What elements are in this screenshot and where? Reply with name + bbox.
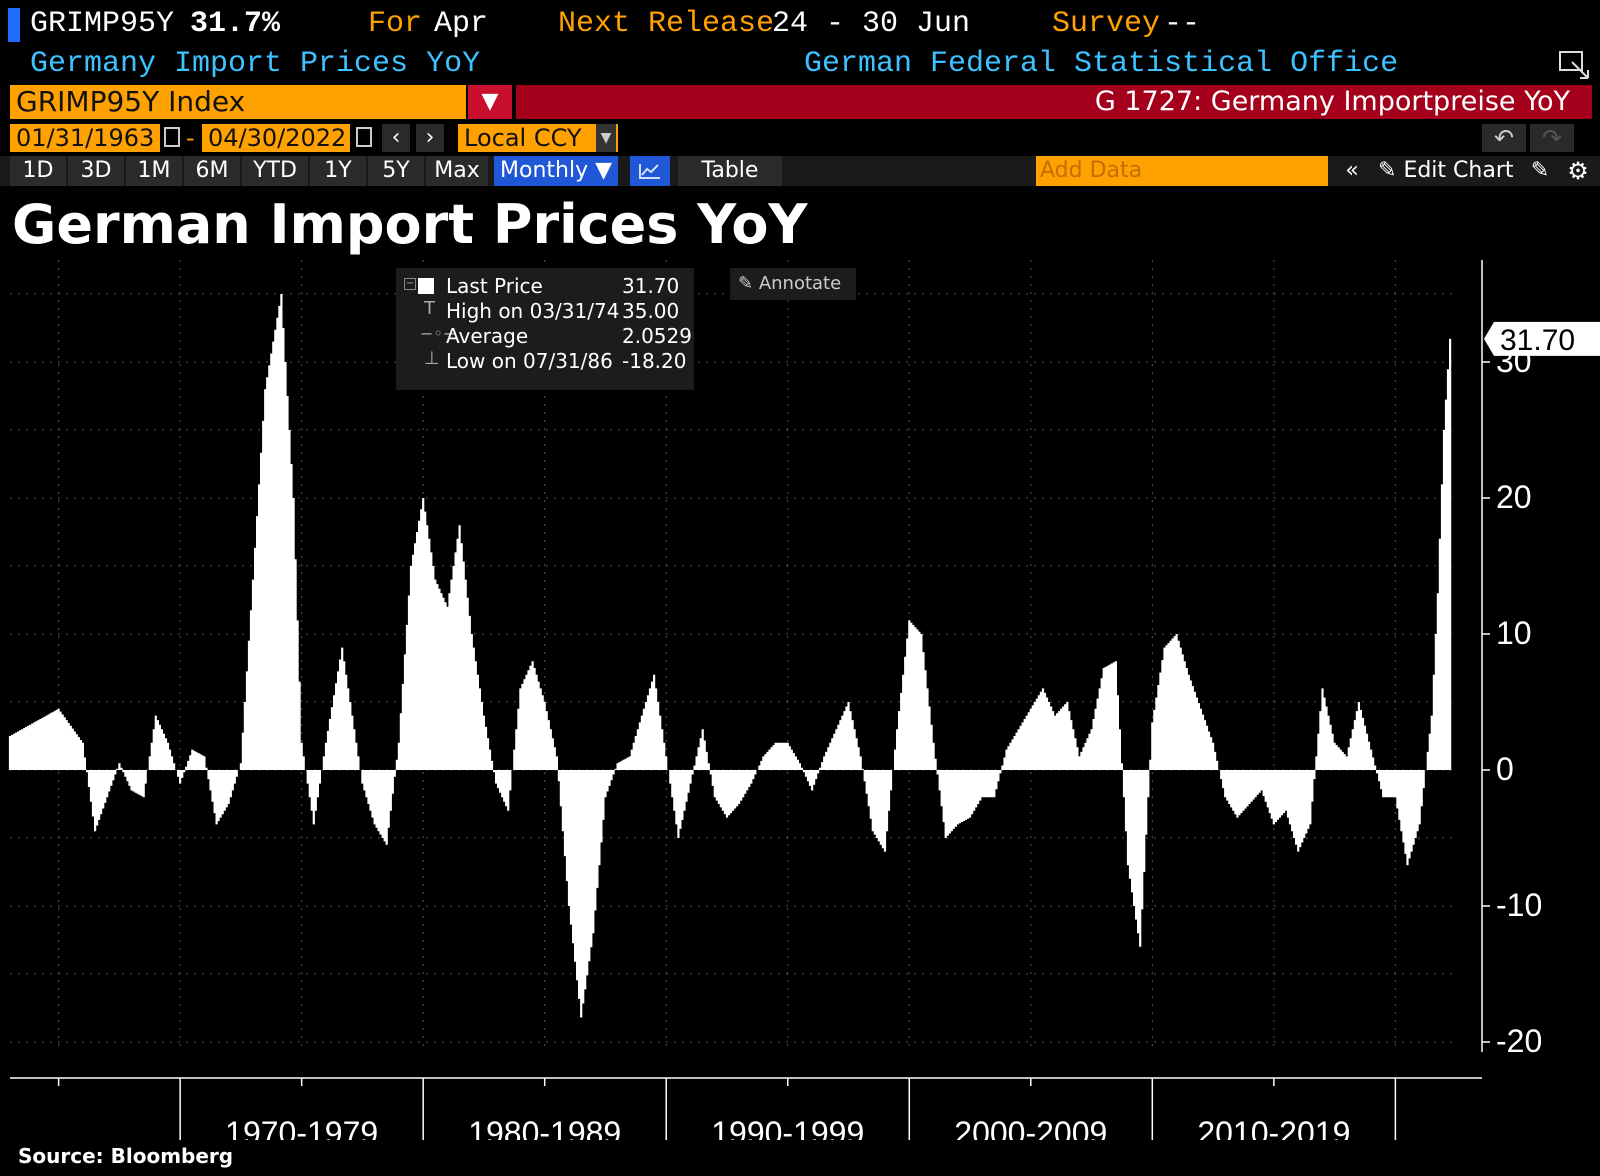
table-button[interactable]: Table — [678, 156, 782, 186]
security-input[interactable]: GRIMP95Y Index — [10, 85, 466, 119]
security-description[interactable]: Germany Import Prices YoY — [30, 47, 481, 81]
legend[interactable]: − Last Price 31.70 T High on 03/31/74 35… — [396, 268, 694, 390]
y-tick-label: -10 — [1496, 887, 1542, 923]
range-1m[interactable]: 1M — [126, 156, 182, 186]
high-marker-icon: T — [424, 298, 435, 319]
end-date-field[interactable]: 04/30/2022 — [202, 124, 350, 152]
previous-period-button[interactable]: ‹ — [382, 124, 410, 152]
calendar-icon[interactable] — [356, 127, 372, 147]
annotate-label: Annotate — [758, 273, 842, 294]
range-1d[interactable]: 1D — [10, 156, 66, 186]
range-ytd[interactable]: YTD — [242, 156, 308, 186]
start-date-field[interactable]: 01/31/1963 — [10, 124, 160, 152]
range-3d[interactable]: 3D — [68, 156, 124, 186]
range-max[interactable]: Max — [426, 156, 488, 186]
redo-icon: ↷ — [1541, 124, 1563, 152]
y-tick-label: 0 — [1496, 751, 1514, 787]
expand-window-icon[interactable] — [1558, 50, 1592, 80]
series-area-bars — [8, 294, 1452, 1018]
x-tick-label: 2010-2019 — [1197, 1115, 1350, 1140]
filter-menu-icon: ▼ — [481, 89, 499, 114]
range-1y[interactable]: 1Y — [310, 156, 366, 186]
pencil-icon: ✎ — [738, 273, 754, 294]
collapse-legend-icon[interactable]: − — [404, 278, 416, 290]
next-release-value: 24 - 30 Jun — [772, 7, 971, 41]
legend-value-low: -18.20 — [622, 349, 687, 373]
x-axis: 1970-1979 1980-1989 1990-1999 2000-2009 2010… — [10, 1077, 1482, 1140]
periodicity-select[interactable]: Monthly ▼ — [494, 156, 618, 186]
range-6m[interactable]: 6M — [184, 156, 240, 186]
security-bar: GRIMP95Y Index ▼ G 1727: Germany Importp… — [0, 85, 1600, 121]
x-tick-label: 1990-1999 — [711, 1115, 864, 1140]
legend-value-last: 31.70 — [622, 274, 680, 298]
redo-button[interactable]: ↷ — [1530, 124, 1574, 152]
last-price-tag-label: 31.70 — [1500, 324, 1575, 357]
last-price-tag: 31.70 — [1484, 321, 1600, 357]
chevron-right-icon: › — [425, 125, 435, 150]
grid-lines — [10, 260, 1452, 1048]
header-subrow: Germany Import Prices YoY German Federal… — [0, 46, 1600, 82]
edit-chart-button[interactable]: ✎ Edit Chart — [1378, 156, 1528, 186]
security-color-marker — [8, 8, 20, 42]
legend-label-high: High on 03/31/74 — [446, 299, 620, 323]
line-chart-icon — [639, 164, 660, 179]
legend-value-average: 2.0529 — [622, 324, 692, 348]
edit-series-icon[interactable]: ✎ — [1530, 158, 1550, 183]
next-period-button[interactable]: › — [416, 124, 444, 152]
security-menu-button[interactable]: ▼ — [468, 85, 512, 119]
series-swatch — [418, 278, 434, 294]
x-tick-label: 1980-1989 — [468, 1115, 621, 1140]
line-chart-button[interactable] — [630, 156, 670, 186]
source-note: Source: Bloomberg — [18, 1144, 234, 1168]
last-value: 31.7% — [190, 7, 281, 41]
legend-label-average: Average — [446, 324, 529, 348]
source-organization[interactable]: German Federal Statistical Office — [804, 47, 1399, 81]
annotate-button[interactable]: ✎ Annotate — [730, 268, 856, 300]
chart-toolbar: 1D 3D 1M 6M YTD 1Y 5Y Max Monthly ▼ Tabl… — [0, 156, 1600, 186]
low-marker-icon: ⊥ — [424, 348, 440, 369]
survey-label: Survey — [1052, 7, 1161, 41]
add-data-input[interactable]: Add Data — [1036, 156, 1328, 186]
gear-icon[interactable]: ⚙ — [1567, 157, 1589, 185]
series-area — [8, 294, 1452, 1018]
legend-label-last: Last Price — [446, 274, 543, 298]
for-label: For — [368, 7, 423, 41]
for-value: Apr — [434, 7, 489, 41]
ticker-symbol[interactable]: GRIMP95Y — [30, 7, 175, 41]
chevron-left-icon: ‹ — [391, 125, 401, 150]
range-5y[interactable]: 5Y — [368, 156, 424, 186]
y-tick-label: 10 — [1496, 615, 1532, 651]
x-tick-label: 1970-1979 — [225, 1115, 378, 1140]
currency-select[interactable]: Local CCY — [458, 124, 618, 152]
y-tick-label: -20 — [1496, 1023, 1542, 1059]
chart-name-bar: G 1727: Germany Importpreise YoY — [516, 85, 1592, 119]
undo-icon: ↶ — [1493, 124, 1515, 152]
legend-value-high: 35.00 — [622, 299, 680, 323]
chart-title: German Import Prices YoY — [12, 193, 808, 256]
edit-chart-label: Edit Chart — [1403, 158, 1514, 183]
survey-value: -- — [1164, 7, 1201, 41]
pencil-icon: ✎ — [1378, 158, 1397, 183]
chevron-down-icon[interactable]: ▼ — [596, 124, 616, 152]
date-range-bar: 01/31/1963 - 04/30/2022 ‹ › Local CCY ▼ … — [0, 124, 1600, 154]
collapse-icon[interactable]: « — [1345, 158, 1359, 183]
y-tick-label: 20 — [1496, 479, 1532, 515]
next-release-label: Next Release — [558, 7, 775, 41]
legend-label-low: Low on 07/31/86 — [446, 349, 613, 373]
date-separator: - — [186, 124, 195, 152]
last-price-tag-shape — [1484, 321, 1600, 356]
undo-button[interactable]: ↶ — [1482, 124, 1526, 152]
average-marker-icon: −◦− — [420, 324, 457, 343]
calendar-icon[interactable] — [164, 127, 180, 147]
x-tick-label: 2000-2009 — [954, 1115, 1107, 1140]
header-row: GRIMP95Y 31.7% For Apr Next Release 24 -… — [0, 4, 1600, 44]
